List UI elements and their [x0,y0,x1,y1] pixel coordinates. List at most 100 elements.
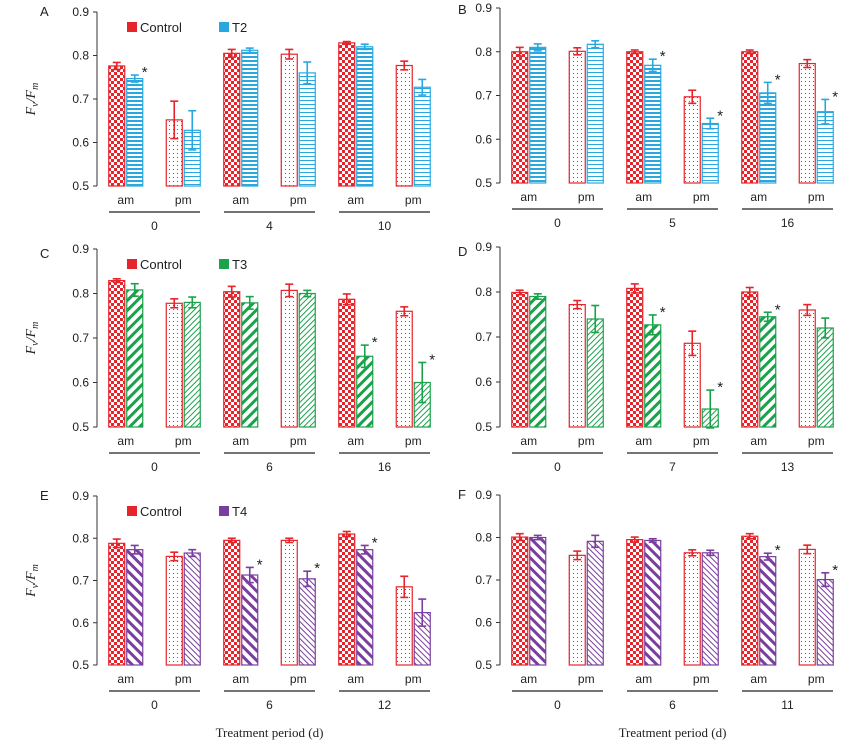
y-tick-label: 0.5 [72,420,89,434]
y-tick-label: 0.9 [475,488,492,502]
y-tick-label: 0.9 [72,489,89,503]
x-group-label: 16 [781,216,795,230]
x-category-label: am [117,672,134,686]
y-tick-label: 0.8 [72,49,89,63]
bar-t2 [701,122,719,184]
bar-control [165,302,183,428]
panel-letter: D [458,244,467,259]
x-category-label: pm [290,193,307,207]
y-tick-label: 0.5 [475,658,492,672]
x-group-label: 0 [151,219,158,233]
bar-t2 [586,43,604,184]
legend-swatch-control [127,259,137,269]
x-category-label: pm [693,434,710,448]
significance-star: * [142,64,148,81]
x-category-label: am [635,190,652,204]
chart-panel-a: A 0.5 0.6 0.7 0.8 0.9 Fv/Fm * am pm am pm am pm 0 4 10 Co… [24,4,431,233]
legend-swatch-t3 [219,259,229,269]
bar-control [741,535,759,666]
legend-label-t4: T4 [232,504,247,519]
panel-letter: E [40,488,49,503]
bar-control [338,42,356,187]
y-tick-label: 0.7 [475,573,492,587]
bar-control [741,291,759,428]
y-tick-label: 0.5 [72,658,89,672]
y-tick-label: 0.9 [475,1,492,15]
bar-control [798,548,816,666]
y-axis-label: Fv/Fm [24,564,41,598]
y-axis-label: Fv/Fm [24,83,41,117]
bar-t4 [816,578,834,666]
bar-t2 [759,92,777,184]
x-group-label: 12 [378,698,392,712]
y-tick-label: 0.6 [72,136,89,150]
bar-control [568,304,586,428]
y-tick-label: 0.7 [72,92,89,106]
bar-control [395,586,413,666]
y-tick-label: 0.8 [72,287,89,301]
bar-control [798,309,816,428]
x-category-label: am [232,672,249,686]
bar-t2 [298,72,316,187]
x-category-label: am [117,193,134,207]
x-category-label: pm [405,672,422,686]
x-group-label: 4 [266,219,273,233]
panel-letter: A [40,4,49,19]
bar-t2 [356,46,374,187]
bar-t3 [816,327,834,428]
y-tick-label: 0.8 [475,531,492,545]
bar-control [683,96,701,184]
bar-control [568,50,586,184]
y-tick-label: 0.7 [475,89,492,103]
x-axis-title: Treatment period (d) [216,725,324,740]
x-category-label: am [750,190,767,204]
y-tick-label: 0.6 [72,616,89,630]
x-category-label: am [117,434,134,448]
x-group-label: 0 [151,460,158,474]
bar-t2 [126,77,144,187]
x-group-label: 6 [266,460,273,474]
bar-control [338,533,356,666]
x-group-label: 16 [378,460,392,474]
x-group-label: 11 [781,698,794,712]
y-tick-label: 0.5 [475,176,492,190]
x-category-label: pm [578,190,595,204]
x-group-label: 6 [669,698,676,712]
x-category-label: pm [290,672,307,686]
bar-control [223,52,241,187]
bar-t4 [183,552,201,666]
significance-star: * [717,107,723,124]
bar-control [511,51,529,184]
bar-control [626,287,644,428]
x-group-label: 13 [781,460,795,474]
bar-control [280,53,298,187]
y-tick-label: 0.9 [475,240,492,254]
bar-control [798,62,816,184]
y-tick-label: 0.6 [475,132,492,146]
chart-panel-d: D 0.5 0.6 0.7 0.8 0.9 am pm * am * pm * am pm 0 7 13 [458,240,834,474]
legend-label-t2: T2 [232,20,247,35]
x-category-label: am [520,672,537,686]
bar-control [511,291,529,428]
bar-control [338,298,356,428]
x-category-label: am [347,434,364,448]
bar-control [683,552,701,666]
x-group-label: 0 [554,698,561,712]
x-group-label: 0 [554,216,561,230]
x-category-label: am [750,672,767,686]
bar-control [108,279,126,428]
x-category-label: pm [290,434,307,448]
significance-star: * [775,542,781,559]
significance-star: * [832,88,838,105]
panel-letter: C [40,246,49,261]
bar-control [280,539,298,666]
legend-label-control: Control [140,504,182,519]
x-category-label: pm [693,672,710,686]
x-category-label: pm [808,190,825,204]
x-category-label: pm [405,193,422,207]
bar-control [626,51,644,184]
x-group-label: 0 [554,460,561,474]
legend-swatch-control [127,506,137,516]
x-category-label: pm [175,193,192,207]
x-category-label: pm [578,672,595,686]
